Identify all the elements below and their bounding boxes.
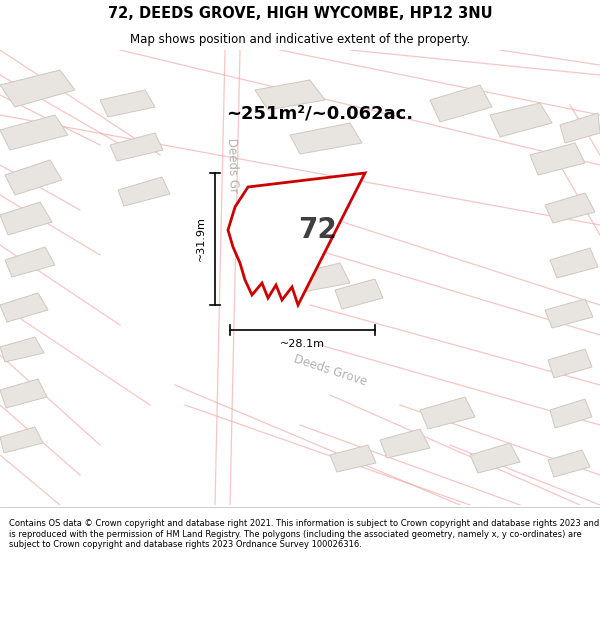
Polygon shape [5, 247, 55, 277]
Polygon shape [560, 113, 600, 143]
Polygon shape [0, 70, 75, 107]
Text: Contains OS data © Crown copyright and database right 2021. This information is : Contains OS data © Crown copyright and d… [9, 519, 599, 549]
Polygon shape [470, 443, 520, 473]
Polygon shape [110, 133, 163, 161]
Polygon shape [0, 202, 52, 235]
Polygon shape [545, 193, 595, 223]
Polygon shape [330, 445, 376, 472]
Polygon shape [255, 80, 325, 110]
Polygon shape [0, 115, 68, 150]
Polygon shape [548, 349, 592, 378]
Polygon shape [380, 429, 430, 458]
Polygon shape [228, 173, 365, 305]
Polygon shape [0, 337, 44, 362]
Polygon shape [118, 177, 170, 206]
Polygon shape [490, 103, 552, 137]
Polygon shape [420, 397, 475, 429]
Polygon shape [550, 399, 592, 428]
Polygon shape [5, 160, 62, 195]
Text: ~31.9m: ~31.9m [196, 216, 206, 261]
Text: 72: 72 [299, 216, 337, 244]
Text: ~28.1m: ~28.1m [280, 339, 325, 349]
Polygon shape [545, 299, 593, 328]
Polygon shape [290, 123, 362, 154]
Polygon shape [290, 263, 350, 293]
Text: 72, DEEDS GROVE, HIGH WYCOMBE, HP12 3NU: 72, DEEDS GROVE, HIGH WYCOMBE, HP12 3NU [107, 6, 493, 21]
Polygon shape [430, 85, 492, 122]
Text: Map shows position and indicative extent of the property.: Map shows position and indicative extent… [130, 32, 470, 46]
Polygon shape [548, 450, 590, 477]
Polygon shape [550, 248, 598, 278]
Polygon shape [335, 279, 383, 309]
Polygon shape [0, 293, 48, 322]
Text: Deeds Gr: Deeds Gr [224, 138, 239, 192]
Text: Deeds Grove: Deeds Grove [292, 352, 368, 388]
Polygon shape [0, 427, 43, 453]
Text: ~251m²/~0.062ac.: ~251m²/~0.062ac. [226, 104, 413, 122]
Polygon shape [0, 379, 47, 408]
Polygon shape [245, 245, 305, 277]
Polygon shape [100, 90, 155, 117]
Polygon shape [530, 143, 585, 175]
